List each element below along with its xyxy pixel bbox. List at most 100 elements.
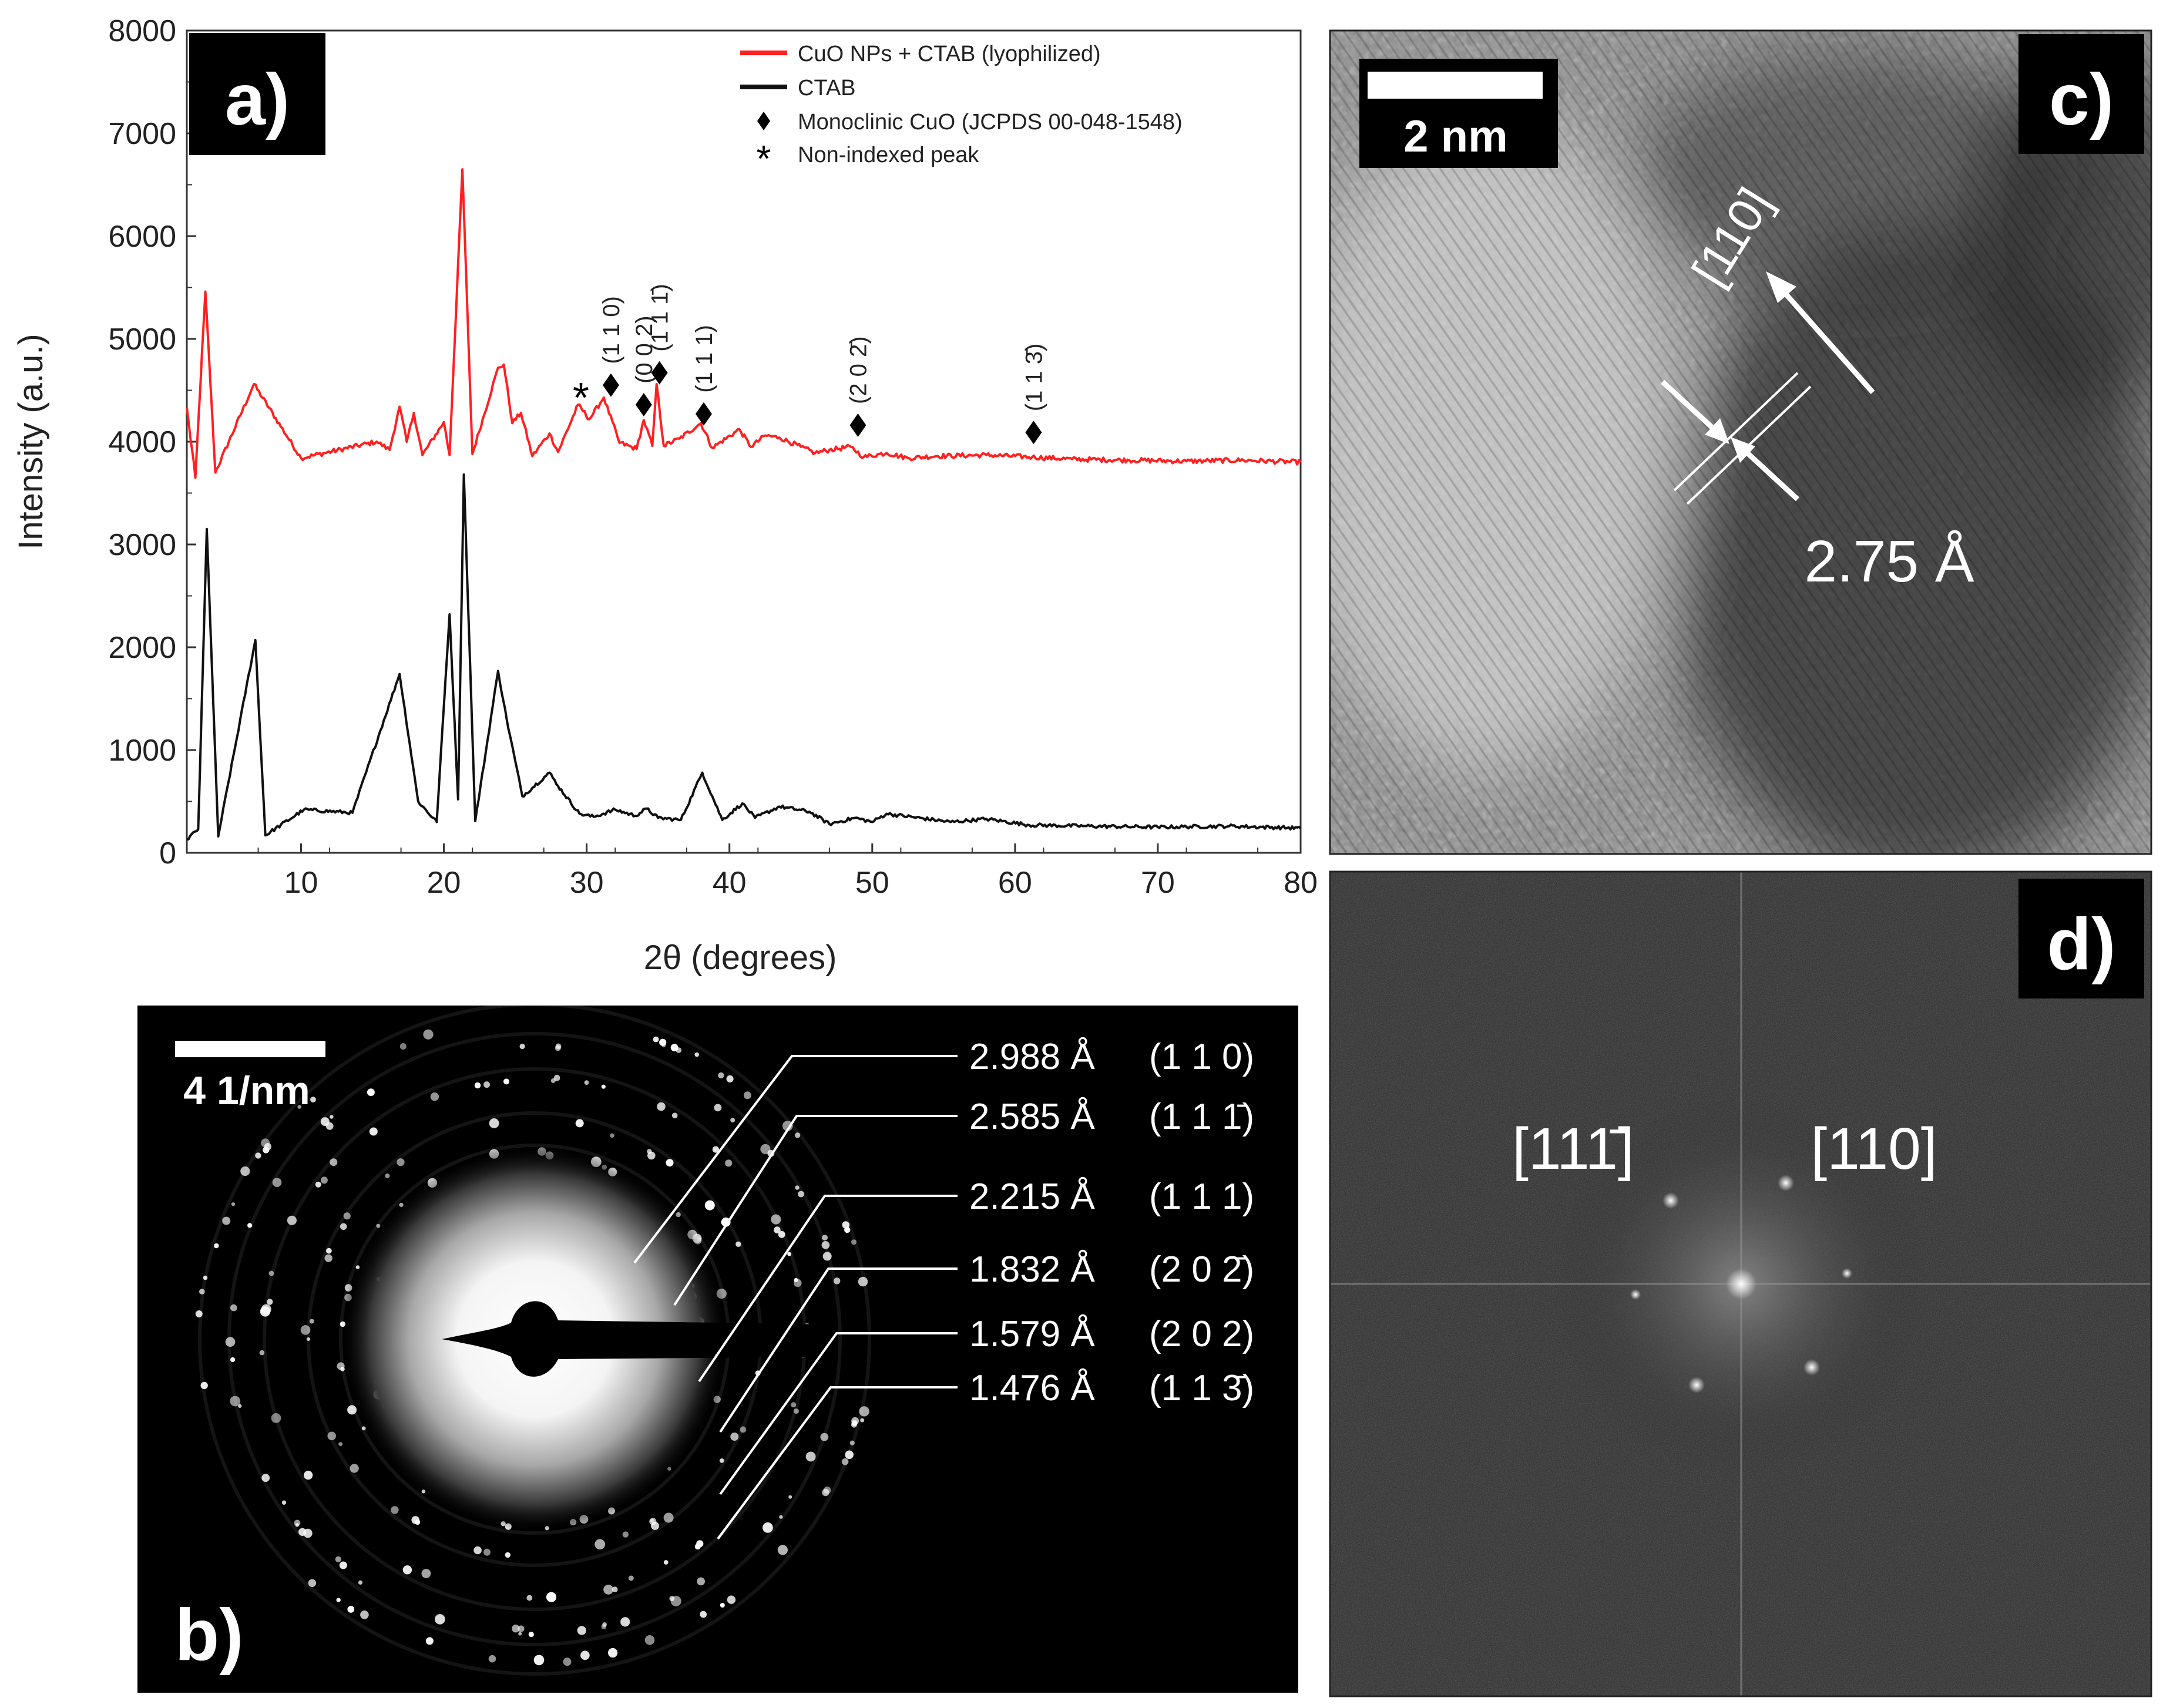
diffraction-spot <box>730 1118 735 1123</box>
diffraction-spot <box>779 1515 783 1519</box>
scale-bar-b <box>175 1041 325 1057</box>
scale-bar-c <box>1368 72 1543 99</box>
diffraction-spot <box>676 1047 682 1053</box>
legend-label-nonindexed: Non-indexed peak <box>798 143 979 167</box>
fft-spot-extra-1 <box>1630 1289 1641 1300</box>
diffraction-spot <box>712 1146 719 1153</box>
diffraction-spot <box>324 1254 332 1262</box>
diffraction-spot <box>743 1091 751 1100</box>
diffraction-spot <box>340 1223 347 1230</box>
diffraction-spot <box>788 1495 792 1499</box>
diffraction-spot <box>343 1212 351 1220</box>
diffraction-spot <box>423 1029 434 1040</box>
diffraction-spot <box>771 1214 781 1225</box>
diffraction-spot <box>774 1226 781 1233</box>
diffraction-spot <box>563 1657 572 1666</box>
diffraction-spot <box>336 1598 341 1602</box>
diffraction-spot <box>822 1252 832 1261</box>
diffraction-spot <box>306 1337 310 1341</box>
y-tick-label: 7000 <box>108 117 176 151</box>
diffraction-spot <box>720 1603 725 1608</box>
saed-leader-line <box>633 1055 958 1264</box>
diffraction-spot <box>519 1043 525 1050</box>
diffraction-spot <box>721 1220 726 1225</box>
diffraction-spot <box>297 1105 301 1109</box>
panel-a-tag: a) <box>225 59 290 140</box>
diffraction-spot <box>320 1176 328 1184</box>
diffraction-spot <box>271 1413 281 1423</box>
series-layer <box>186 168 1302 841</box>
diffraction-spot <box>225 1337 236 1347</box>
diffraction-spot <box>704 1200 715 1211</box>
diffraction-spot <box>628 1575 634 1581</box>
spacing-arrowhead-lower <box>1731 437 1755 463</box>
saed-hkl: (2 0 2̄) <box>1149 1249 1254 1290</box>
diffraction-spot <box>287 1215 297 1225</box>
hkl-label: (2 0 2̄) <box>845 336 871 404</box>
saed-hkl: (2 0 2) <box>1149 1314 1254 1354</box>
spacing-label-c: 2.75 Å <box>1804 529 1974 594</box>
saed-leader-lines <box>633 1055 958 1540</box>
legend-label-monoclinic: Monoclinic CuO (JCPDS 00-048-1548) <box>798 110 1183 135</box>
diffraction-spot <box>473 1546 482 1555</box>
diffraction-spot <box>726 1075 734 1082</box>
diffraction-spot <box>347 1606 355 1613</box>
diffraction-spot <box>261 1138 270 1148</box>
diffraction-spot <box>268 1270 274 1276</box>
legend: CuO NPs + CTAB (lyophilized) CTAB Monocl… <box>740 42 1183 180</box>
diffraction-spot <box>259 1350 265 1356</box>
spacing-arrow-upper <box>1660 379 1724 438</box>
diffraction-spot <box>310 1097 316 1103</box>
saed-d-spacing: 1.476 Å <box>969 1368 1095 1408</box>
diffraction-spot <box>859 1406 869 1417</box>
diffraction-spot <box>203 1275 208 1280</box>
diffraction-spot <box>247 1223 253 1228</box>
panel-b-tag-bg <box>140 1562 278 1690</box>
diffraction-spot <box>661 1043 666 1048</box>
saed-hkl: (1 1 0) <box>1149 1037 1254 1077</box>
saed-d-spacing: 2.215 Å <box>969 1176 1095 1217</box>
diffraction-spot <box>798 1191 804 1198</box>
scale-label-c: 2 nm <box>1403 112 1507 162</box>
x-tick-label: 80 <box>1284 866 1318 900</box>
fft-central-spot <box>1726 1269 1756 1299</box>
diffraction-ring <box>198 1003 871 1676</box>
diffraction-spot <box>230 1357 236 1363</box>
diffraction-spot <box>820 1433 829 1441</box>
diffraction-spot <box>518 1632 522 1636</box>
diffraction-spot <box>195 1310 203 1317</box>
diffraction-spot <box>841 1458 849 1465</box>
diffraction-spot <box>339 1561 347 1569</box>
diffraction-spot <box>727 1595 736 1604</box>
x-tick-label: 60 <box>998 866 1032 900</box>
diffraction-spot <box>714 1104 722 1112</box>
diffraction-spot <box>595 1539 606 1550</box>
y-tick-label: 5000 <box>108 322 176 357</box>
diffraction-spot <box>330 1115 334 1119</box>
non-indexed-asterisk: * <box>573 375 589 422</box>
cuo-peak-diamond <box>651 361 668 385</box>
diffraction-spot <box>849 1440 855 1445</box>
fft-panel: d) [111̄] [110] <box>1329 870 2152 1697</box>
legend-label-ctab: CTAB <box>798 76 856 100</box>
diffraction-spot <box>740 1426 747 1433</box>
diffraction-spot <box>411 1516 419 1524</box>
diffraction-spot <box>718 1072 724 1079</box>
diffraction-spot <box>304 1471 313 1480</box>
y-axis-title: Intensity (a.u.) <box>12 334 50 549</box>
diffraction-spot <box>261 1474 270 1482</box>
diffraction-spot <box>805 1451 816 1462</box>
x-tick-label: 50 <box>855 866 889 900</box>
diffraction-spot <box>778 1230 785 1238</box>
diffraction-spot <box>230 1396 241 1407</box>
diffraction-spot <box>644 1635 655 1645</box>
diffraction-spot <box>584 1080 589 1085</box>
saed-leader-line <box>698 1195 958 1383</box>
diffraction-spot <box>272 1178 282 1187</box>
saed-leader-line <box>717 1386 958 1540</box>
legend-diamond-icon <box>757 112 770 130</box>
hkl-label: (1 1 1) <box>691 325 717 393</box>
diffraction-spot <box>230 1304 237 1312</box>
diffraction-spot <box>267 1299 273 1305</box>
hkl-label: (1 1 0) <box>599 296 624 364</box>
